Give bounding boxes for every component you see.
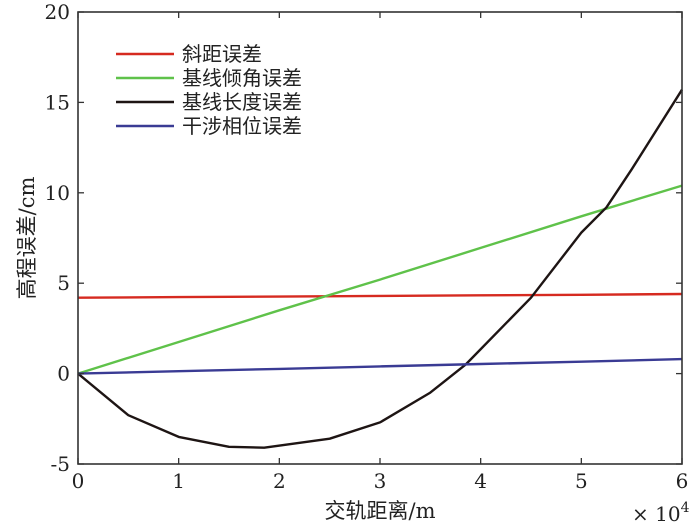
legend-label-1: 斜距误差 xyxy=(182,42,262,66)
y-tick-label: 10 xyxy=(45,181,70,205)
x-tick-label: 3 xyxy=(374,469,387,493)
y-tick-label: -5 xyxy=(51,452,70,476)
x-tick-label: 2 xyxy=(273,469,286,493)
legend-label-4: 干涉相位误差 xyxy=(182,114,302,138)
series-line-3 xyxy=(77,89,684,449)
axes-layer xyxy=(77,11,683,465)
x-tick-label: 1 xyxy=(172,469,185,493)
x-tick-label: 6 xyxy=(676,469,689,493)
y-tick-label: 20 xyxy=(45,0,70,24)
series-line-1 xyxy=(77,292,683,299)
plot-frame xyxy=(77,11,683,465)
series-layer xyxy=(77,89,684,449)
x-multiplier-exponent: 4 xyxy=(681,500,690,516)
y-tick-label: 0 xyxy=(57,362,70,386)
legend-label-3: 基线长度误差 xyxy=(182,90,302,114)
series-line-2 xyxy=(77,184,683,375)
x-multiplier-base: × 10 xyxy=(632,502,681,526)
y-tick-label: 15 xyxy=(45,90,70,114)
x-tick-label: 0 xyxy=(72,469,85,493)
x-tick-label: 5 xyxy=(575,469,588,493)
y-tick-label: 5 xyxy=(57,271,70,295)
x-axis-label: 交轨距离/m xyxy=(325,499,436,523)
legend-label-2: 基线倾角误差 xyxy=(182,66,302,90)
y-axis-label: 高程误差/cm xyxy=(15,177,39,300)
series-line-4 xyxy=(77,357,683,375)
x-axis-multiplier: × 104 xyxy=(632,500,690,526)
x-tick-label: 4 xyxy=(474,469,487,493)
